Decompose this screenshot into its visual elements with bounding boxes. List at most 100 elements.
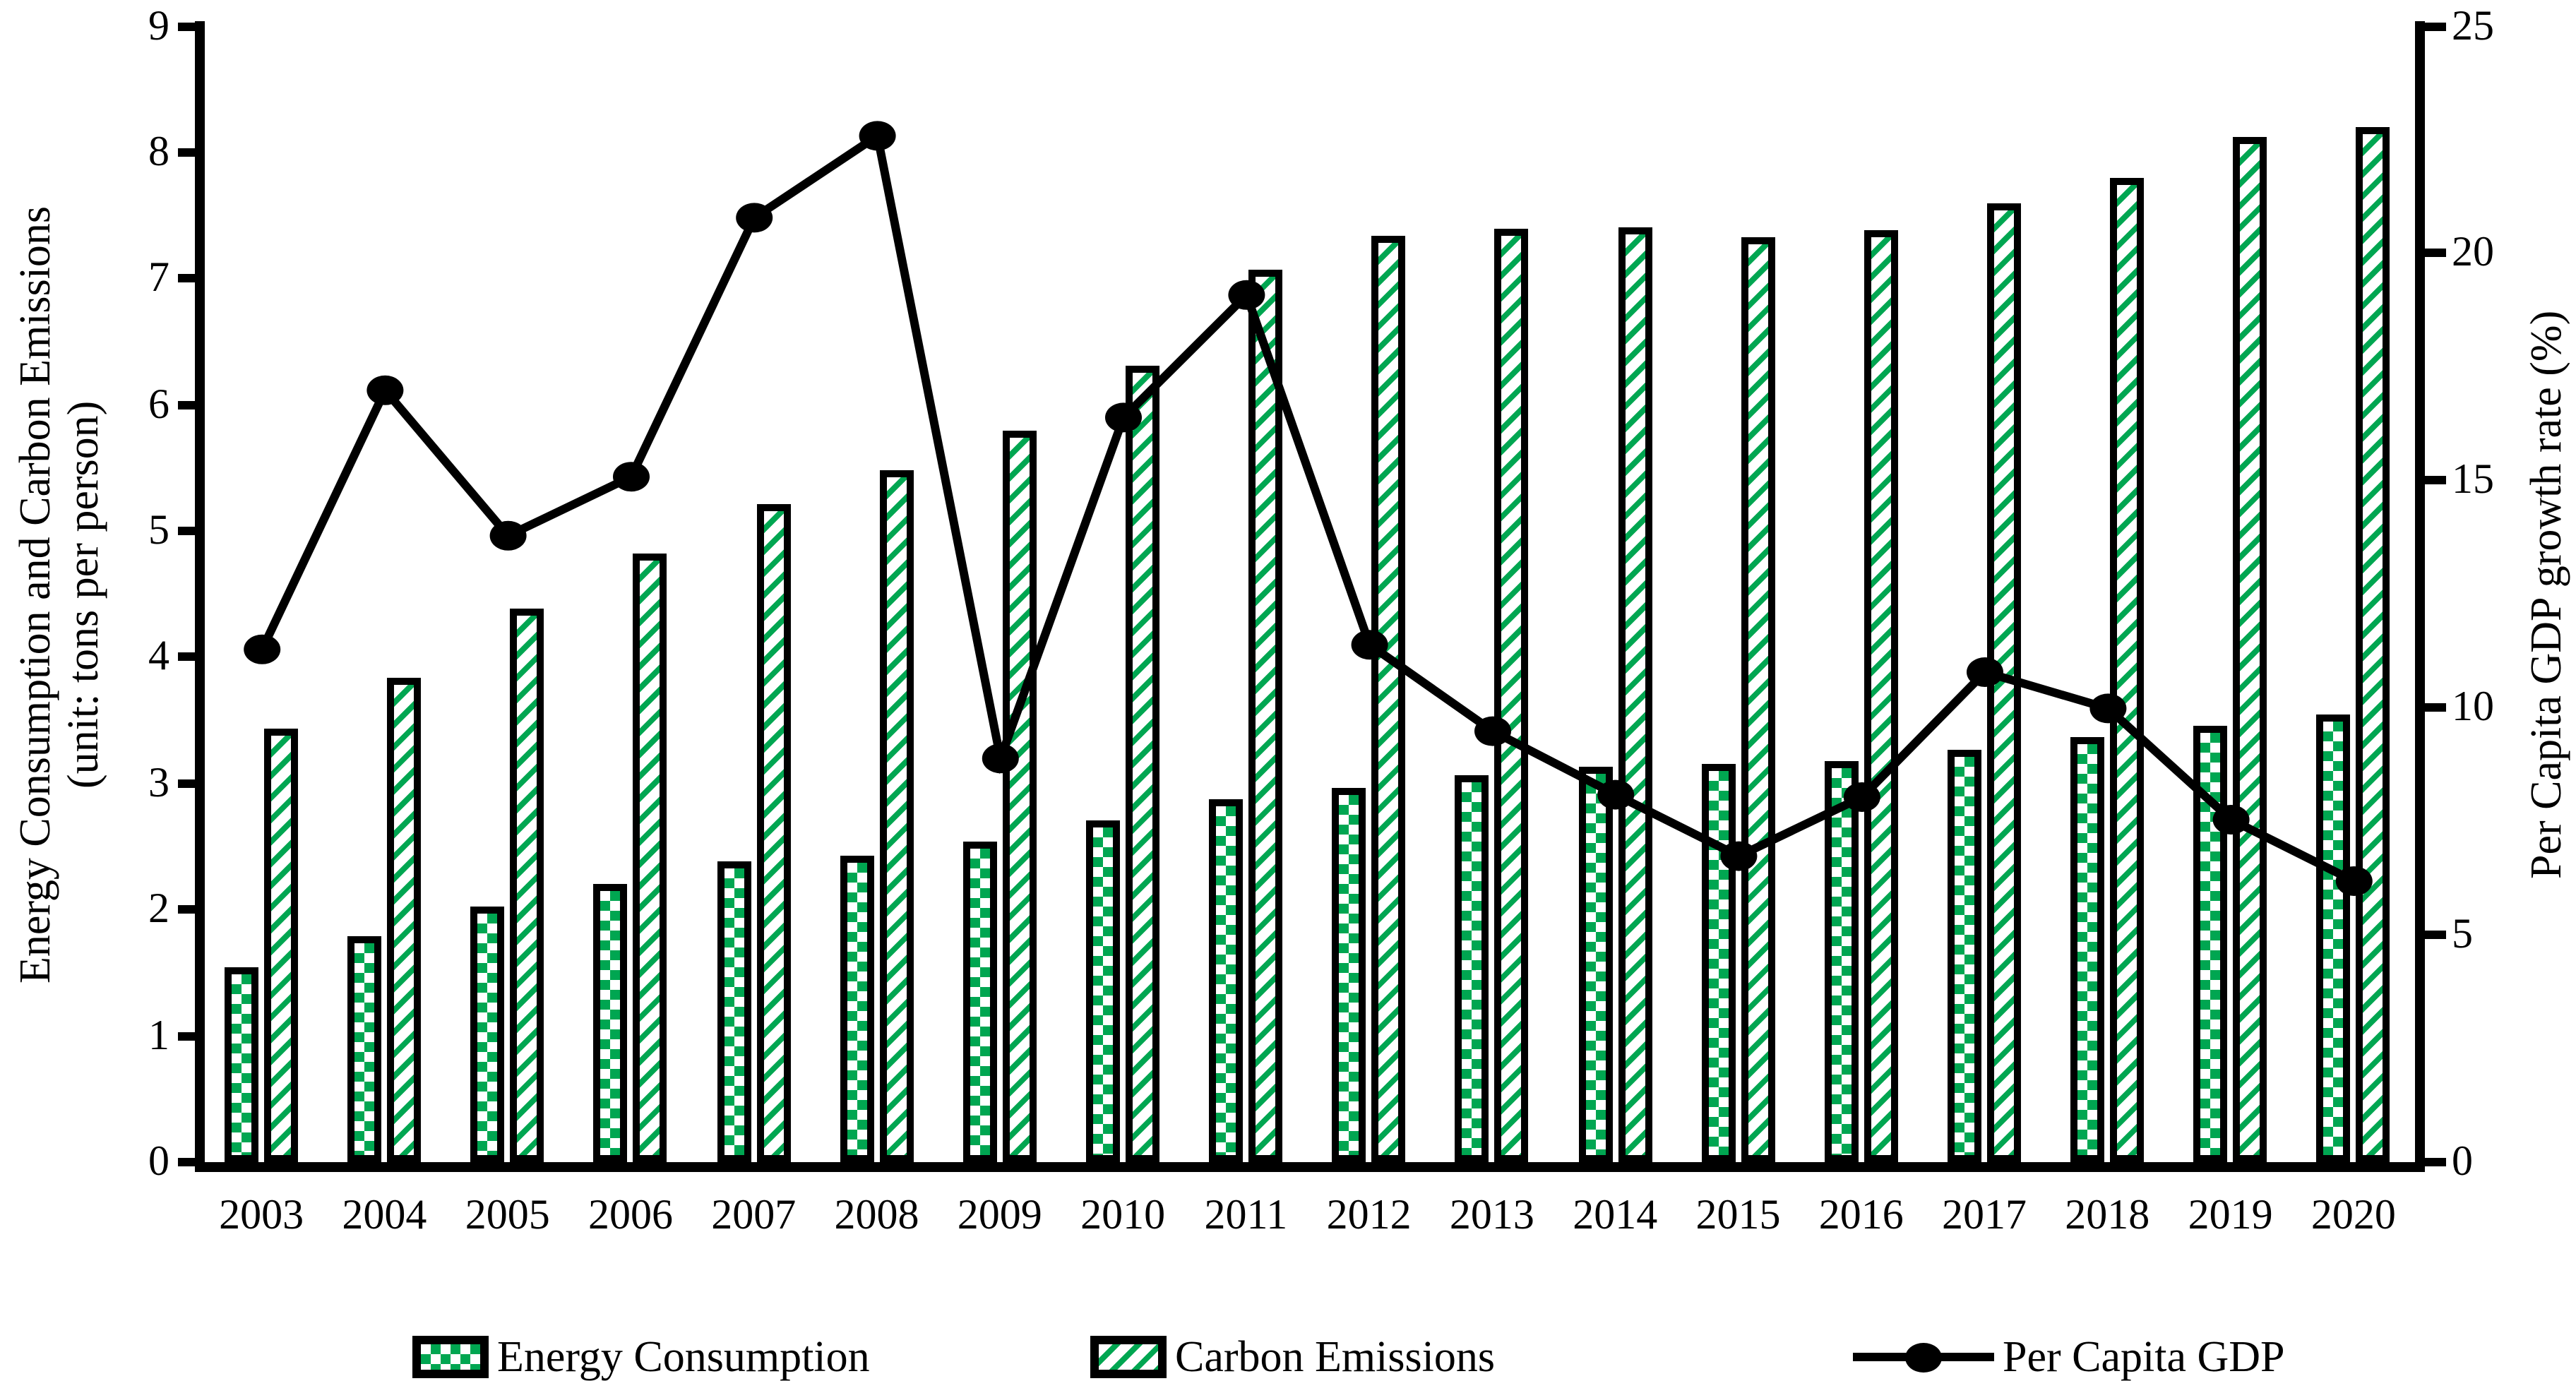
bar-carbon-emissions xyxy=(2233,137,2267,1162)
legend-swatch-carbon-emissions xyxy=(1090,1336,1167,1378)
right-axis-tick xyxy=(2419,22,2446,30)
right-axis-title: Per Capita GDP growth rate (%) xyxy=(2521,309,2570,879)
right-axis-tick xyxy=(2419,703,2446,712)
x-axis-year-label: 2010 xyxy=(1080,1192,1166,1238)
x-axis-year-label: 2013 xyxy=(1449,1192,1534,1238)
right-axis-tick-label: 10 xyxy=(2452,683,2494,731)
bar-carbon-emissions xyxy=(1494,229,1529,1162)
gdp-point xyxy=(2212,804,2249,834)
x-axis-year-label: 2004 xyxy=(342,1192,427,1238)
left-axis-tick xyxy=(178,400,205,409)
left-axis-tick xyxy=(178,905,205,914)
right-axis-tick xyxy=(2419,1158,2446,1166)
x-axis-year-label: 2005 xyxy=(465,1192,550,1238)
left-axis-tick xyxy=(178,1158,205,1166)
bar-carbon-emissions xyxy=(1618,227,1652,1162)
left-axis-tick-label: 0 xyxy=(148,1138,169,1185)
x-axis-year-label: 2016 xyxy=(1818,1192,1904,1238)
right-axis-line xyxy=(2415,21,2425,1172)
bar-energy-consumption xyxy=(593,884,628,1162)
bar-carbon-emissions xyxy=(633,554,667,1162)
bar-carbon-emissions xyxy=(264,729,299,1162)
left-axis-tick-label: 8 xyxy=(148,128,169,175)
bar-carbon-emissions xyxy=(2356,127,2390,1162)
x-axis-year-label: 2008 xyxy=(834,1192,919,1238)
bar-carbon-emissions xyxy=(510,609,544,1162)
right-axis-tick-label: 25 xyxy=(2452,2,2494,49)
bar-energy-consumption xyxy=(2316,714,2351,1162)
bar-carbon-emissions xyxy=(1002,431,1037,1162)
bar-energy-consumption xyxy=(840,855,874,1162)
bar-energy-consumption xyxy=(1578,767,1613,1162)
x-axis-year-label: 2019 xyxy=(2188,1192,2273,1238)
bar-energy-consumption xyxy=(1455,775,1489,1162)
gdp-point xyxy=(489,520,526,550)
gdp-point xyxy=(2089,693,2126,723)
left-axis-tick xyxy=(178,274,205,283)
gdp-point xyxy=(2334,866,2372,895)
left-axis-title-line1: Energy Consumption and Carbon Emissions xyxy=(10,205,59,984)
right-axis-tick xyxy=(2419,249,2446,258)
left-axis-line xyxy=(195,21,205,1172)
left-axis-tick-label: 6 xyxy=(148,381,169,428)
bar-energy-consumption xyxy=(1086,820,1121,1162)
left-axis-tick xyxy=(178,22,205,30)
legend-label-per-capita-gdp: Per Capita GDP xyxy=(2003,1332,2285,1381)
legend-swatch-energy-consumption xyxy=(412,1336,489,1378)
x-axis-year-label: 2014 xyxy=(1573,1192,1658,1238)
gdp-point xyxy=(1474,715,1510,746)
left-axis-tick xyxy=(178,148,205,157)
gdp-point xyxy=(1966,657,2003,686)
gdp-point xyxy=(858,120,895,150)
left-axis-tick-label: 4 xyxy=(148,633,169,680)
left-axis-tick xyxy=(178,779,205,788)
left-axis-tick-label: 9 xyxy=(148,2,169,49)
bar-carbon-emissions xyxy=(2110,177,2145,1162)
x-axis-year-label: 2011 xyxy=(1204,1192,1288,1238)
x-axis-year-label: 2003 xyxy=(219,1192,304,1238)
left-axis-tick-label: 5 xyxy=(148,507,169,554)
x-axis-year-label: 2012 xyxy=(1326,1192,1412,1238)
gdp-point xyxy=(1597,779,1634,809)
left-axis-tick-label: 1 xyxy=(148,1012,169,1059)
bar-energy-consumption xyxy=(1701,763,1736,1162)
legend-label-carbon-emissions: Carbon Emissions xyxy=(1175,1332,1495,1381)
left-axis-tick-label: 2 xyxy=(148,885,169,933)
gdp-point xyxy=(1350,629,1388,659)
left-axis-tick-label: 7 xyxy=(148,254,169,301)
right-axis-tick-label: 0 xyxy=(2452,1138,2473,1185)
legend-marker-per-capita-gdp xyxy=(1905,1342,1942,1372)
bar-energy-consumption xyxy=(1332,787,1366,1162)
gdp-point xyxy=(243,633,280,664)
right-axis-tick-label: 5 xyxy=(2452,911,2473,958)
gdp-point xyxy=(1719,840,1757,871)
right-axis-tick-label: 15 xyxy=(2452,456,2494,503)
x-axis-year-label: 2017 xyxy=(1942,1192,2027,1238)
left-axis-title-line2: (unit: tons per person) xyxy=(58,400,107,789)
legend-label-energy-consumption: Energy Consumption xyxy=(497,1332,870,1381)
bar-carbon-emissions xyxy=(756,504,791,1162)
left-axis-tick xyxy=(178,652,205,662)
gdp-point xyxy=(1104,402,1141,432)
bar-energy-consumption xyxy=(225,967,259,1162)
x-axis-year-label: 2015 xyxy=(1695,1192,1781,1238)
bar-energy-consumption xyxy=(1824,760,1859,1162)
right-axis-tick xyxy=(2419,931,2446,940)
gdp-point xyxy=(366,374,403,405)
bar-carbon-emissions xyxy=(879,470,914,1162)
bar-energy-consumption xyxy=(1209,799,1244,1162)
bar-energy-consumption xyxy=(717,861,751,1162)
gdp-line xyxy=(257,128,2356,885)
bar-carbon-emissions xyxy=(1371,235,1406,1162)
bar-carbon-emissions xyxy=(1126,365,1160,1162)
right-axis-tick-label: 20 xyxy=(2452,229,2494,276)
bar-carbon-emissions xyxy=(1741,237,1775,1162)
bar-carbon-emissions xyxy=(1248,270,1283,1162)
bar-carbon-emissions xyxy=(387,677,422,1162)
x-axis-year-label: 2020 xyxy=(2310,1192,2396,1238)
gdp-point xyxy=(1842,782,1880,811)
gdp-line-layer xyxy=(243,120,2372,895)
left-axis-tick xyxy=(178,1032,205,1041)
right-axis-tick xyxy=(2419,476,2446,485)
